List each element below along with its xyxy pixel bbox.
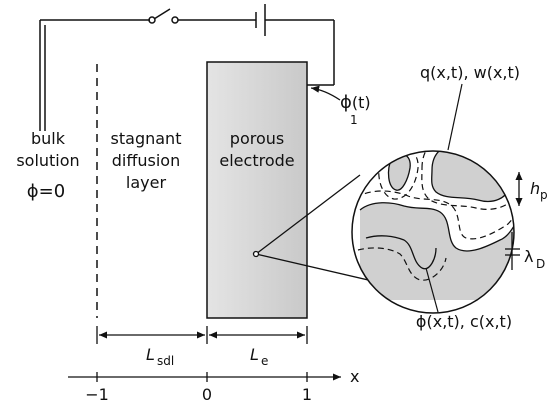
x-axis-label: x [350, 367, 359, 386]
switch-lever [153, 8, 171, 20]
zoom-line-upper [255, 174, 361, 255]
length-dimensions [96, 326, 308, 344]
lambda-subscript: D [536, 257, 545, 271]
phic-pointer [425, 267, 439, 313]
x-tick-label-1: 1 [302, 385, 312, 404]
phi1-phi: ϕ [340, 92, 352, 113]
magnified-view [351, 150, 515, 314]
particle-bottom-inner-double-layer [357, 247, 447, 281]
switch-contact-left [148, 16, 156, 24]
sdl-label-line2: diffusion [112, 151, 180, 170]
sdl-label-line1: stagnant [111, 129, 182, 148]
sdl-label-line3: layer [126, 173, 167, 192]
phi1-arrow [310, 85, 341, 101]
electrode-label-line2: electrode [219, 151, 294, 170]
phi1-arg: (t) [352, 93, 371, 112]
porous-electrode [206, 61, 308, 319]
lambda-symbol: λ [524, 247, 533, 266]
external-circuit [39, 4, 335, 131]
phi1-annotation: ϕ(t) 1 [310, 85, 371, 127]
particle-bottom-edge [359, 202, 514, 252]
x-tick-label-0: 0 [202, 385, 212, 404]
zoom-origin-point [252, 250, 260, 258]
magnified-circle-border [351, 150, 515, 314]
bulk-label-line2: solution [16, 151, 79, 170]
hp-symbol: h [530, 179, 540, 198]
bulk-potential-label: ϕ=0 [27, 181, 65, 202]
lambda-dimension [505, 232, 520, 270]
bulk-label-line1: bulk [31, 129, 66, 148]
phic-label: ϕ(x,t), c(x,t) [416, 312, 512, 331]
hp-dimension: h p [515, 172, 548, 206]
particle-bottom-inner-edge [365, 235, 437, 270]
Le-subscript: e [261, 354, 268, 368]
x-axis: −1 0 1 x [68, 367, 359, 404]
x-tick-label-neg1: −1 [85, 385, 109, 404]
particle-bottom-fill [360, 202, 514, 300]
switch-contact-right [171, 16, 179, 24]
electrode-label-line1: porous [230, 129, 284, 148]
Lsdl-symbol: L [146, 345, 155, 364]
phi1-symbol: ϕ(t) [340, 92, 371, 113]
region-labels: bulk solution ϕ=0 stagnant diffusion lay… [16, 129, 294, 202]
particle-small-double-layer [378, 151, 419, 200]
particle-bottom-double-layer [355, 190, 514, 240]
hp-subscript: p [540, 188, 548, 202]
phi1-subscript: 1 [350, 113, 358, 127]
qw-label: q(x,t), w(x,t) [420, 63, 520, 82]
qw-pointer [447, 83, 463, 151]
Le-symbol: L [250, 345, 259, 364]
Lsdl-subscript: sdl [157, 354, 174, 368]
